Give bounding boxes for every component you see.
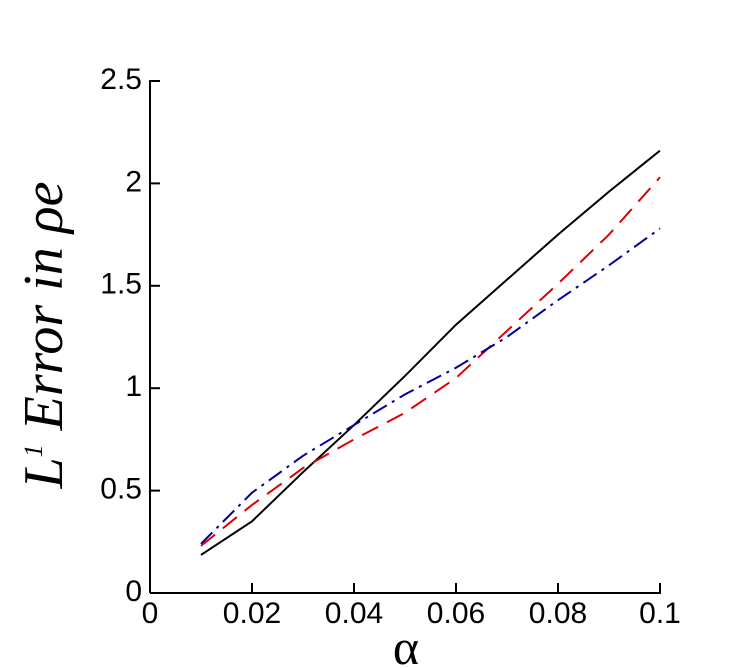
- series-line: [200, 149, 661, 556]
- y-tick-label: 1.5: [100, 268, 142, 301]
- y-tick-label: 2.5: [100, 63, 142, 96]
- y-label-sup: 1: [19, 444, 48, 457]
- x-tick-label: 0.08: [529, 597, 587, 630]
- y-label-rest: Error in ρe: [13, 182, 75, 445]
- series-line: [200, 227, 661, 545]
- y-axis-label: L1 Error in ρe: [13, 182, 75, 490]
- y-tick-label: 0: [125, 575, 142, 608]
- x-tick-label: 0.04: [325, 597, 383, 630]
- series-line: [200, 176, 661, 547]
- y-tick-label: 2: [125, 165, 142, 198]
- x-tick-label: 0.06: [427, 597, 485, 630]
- y-label-base: L: [13, 457, 75, 489]
- x-tick-label: 0: [142, 597, 159, 630]
- x-axis-label: α: [393, 619, 419, 668]
- x-tick-label: 0.1: [639, 597, 681, 630]
- x-tick-label: 0.02: [223, 597, 281, 630]
- y-tick-label: 0.5: [100, 473, 142, 506]
- y-tick-label: 1: [125, 370, 142, 403]
